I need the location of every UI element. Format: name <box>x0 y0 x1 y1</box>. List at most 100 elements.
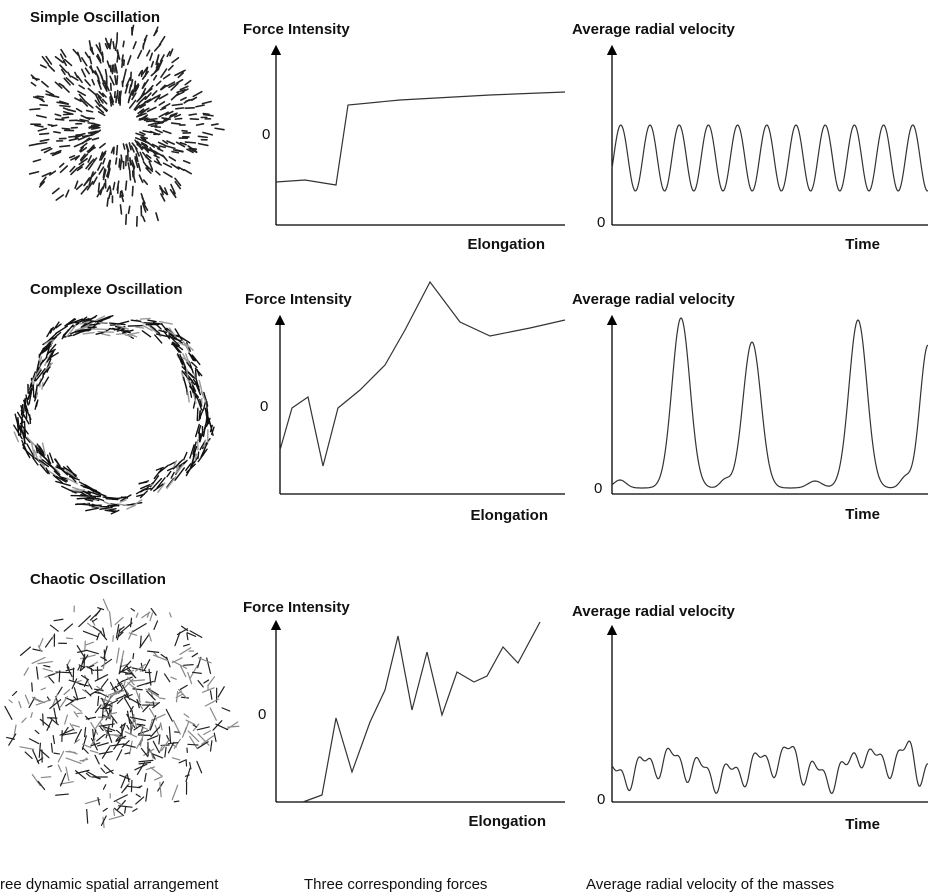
stroke <box>37 115 46 117</box>
stroke <box>22 718 26 722</box>
stroke <box>88 89 95 95</box>
stroke <box>40 105 47 106</box>
stroke <box>159 102 164 105</box>
stroke <box>120 192 121 198</box>
stroke <box>42 82 48 87</box>
stroke <box>56 119 64 120</box>
stroke <box>218 687 224 697</box>
stroke <box>167 657 170 666</box>
stroke <box>79 138 84 140</box>
stroke <box>164 172 172 177</box>
stroke <box>121 651 124 664</box>
stroke <box>86 773 90 776</box>
stroke <box>156 213 158 221</box>
stroke <box>226 722 237 730</box>
stroke <box>37 667 39 679</box>
stroke <box>41 688 45 690</box>
stroke <box>138 786 142 788</box>
stroke <box>30 144 37 145</box>
stroke <box>93 619 97 622</box>
stroke <box>110 66 111 72</box>
stroke <box>160 146 166 147</box>
stroke <box>30 172 39 174</box>
stroke <box>123 144 124 149</box>
stroke <box>139 760 153 761</box>
stroke <box>150 613 152 621</box>
stroke <box>68 72 71 76</box>
stroke <box>90 57 92 64</box>
stroke <box>100 72 103 81</box>
stroke <box>109 192 111 198</box>
stroke <box>147 50 150 55</box>
stroke <box>171 93 178 99</box>
stroke <box>81 186 87 193</box>
stroke <box>165 674 170 682</box>
stroke <box>66 758 81 763</box>
stroke <box>113 809 114 815</box>
stroke <box>185 81 190 85</box>
stroke <box>37 96 43 97</box>
stroke <box>24 668 28 675</box>
stroke <box>154 621 158 629</box>
stroke <box>187 634 188 640</box>
stroke <box>9 700 12 703</box>
stroke <box>35 730 39 733</box>
stroke <box>162 118 170 119</box>
stroke <box>98 183 99 192</box>
stroke <box>159 142 166 145</box>
stroke <box>123 41 124 46</box>
stroke <box>44 666 50 667</box>
stroke <box>31 713 32 718</box>
stroke <box>143 216 145 221</box>
stroke <box>125 69 126 75</box>
stroke <box>121 155 122 162</box>
stroke <box>161 108 166 110</box>
stroke <box>137 682 151 686</box>
stroke <box>130 100 136 108</box>
stroke <box>78 76 82 82</box>
stroke <box>198 136 207 137</box>
stroke <box>199 144 208 146</box>
zero-label: 0 <box>260 398 268 415</box>
stroke <box>189 114 196 115</box>
stroke <box>118 321 129 324</box>
stroke <box>92 329 108 330</box>
stroke <box>129 206 130 213</box>
stroke <box>61 54 63 59</box>
stroke <box>64 690 70 695</box>
stroke <box>130 158 131 165</box>
stroke <box>171 473 174 479</box>
stroke <box>88 651 99 654</box>
caption: ree dynamic spatial arrangement <box>0 876 219 893</box>
stroke <box>117 750 122 760</box>
force-curve <box>303 622 540 802</box>
stroke <box>136 797 144 804</box>
stroke <box>128 97 129 103</box>
stroke <box>193 92 202 97</box>
stroke <box>116 158 117 164</box>
stroke <box>190 665 197 678</box>
stroke <box>177 80 183 83</box>
stroke <box>66 190 69 197</box>
stroke <box>154 155 159 157</box>
stroke <box>49 677 54 683</box>
stroke <box>145 774 146 782</box>
stroke <box>159 698 165 699</box>
stroke <box>98 697 99 706</box>
stroke <box>94 730 96 738</box>
stroke <box>198 681 203 687</box>
stroke <box>122 785 128 793</box>
stroke <box>36 400 37 406</box>
stroke <box>48 65 54 71</box>
stroke <box>188 744 198 745</box>
zero-label: 0 <box>594 480 602 497</box>
stroke <box>154 76 157 80</box>
stroke <box>64 624 72 631</box>
stroke <box>197 124 204 125</box>
stroke <box>96 45 99 51</box>
stroke <box>58 751 63 762</box>
stroke <box>5 706 12 719</box>
oscillation-drawings <box>5 25 239 827</box>
stroke <box>169 66 173 70</box>
stroke <box>126 181 127 190</box>
